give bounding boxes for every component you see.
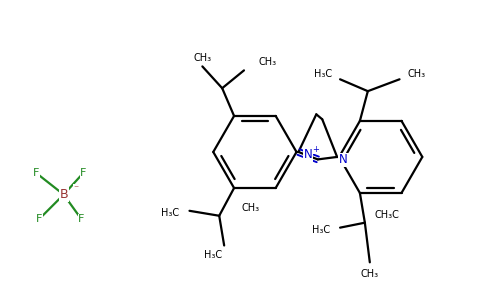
Text: F: F [78,214,85,224]
Text: CH₃: CH₃ [408,69,425,79]
Text: H₃C: H₃C [314,69,332,79]
Text: F: F [36,214,42,224]
Text: CH₃: CH₃ [259,57,277,68]
Text: F: F [80,168,87,178]
Text: CH₃C: CH₃C [375,210,400,220]
Text: B: B [60,188,68,201]
Text: CH₃: CH₃ [361,269,379,279]
Text: H₃C: H₃C [204,250,222,260]
Text: +: + [312,145,319,154]
Text: F: F [33,168,39,178]
Text: N: N [339,153,348,167]
Text: H₃C: H₃C [162,208,180,218]
Text: N: N [303,148,312,161]
Text: ⁻: ⁻ [74,184,79,195]
Text: H₃C: H₃C [312,225,330,235]
Text: CH₃: CH₃ [193,53,212,64]
Text: CH₃: CH₃ [241,203,259,213]
